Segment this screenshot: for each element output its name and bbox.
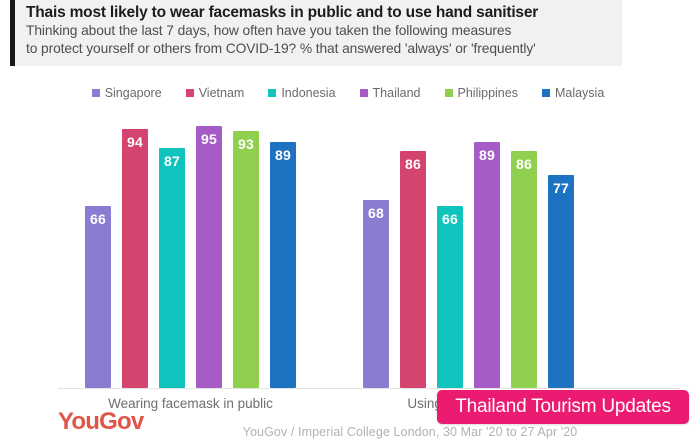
- bar-philippines-facemask: 93: [233, 131, 259, 388]
- bar-malaysia-facemask: 89: [270, 142, 296, 388]
- bar-value-label: 66: [442, 211, 458, 227]
- legend-item-malaysia: Malaysia: [541, 86, 605, 100]
- legend-label: Thailand: [372, 86, 421, 100]
- legend-swatch-malaysia: [541, 89, 550, 97]
- overlay-banner: Thailand Tourism Updates: [437, 390, 689, 424]
- legend-item-singapore: Singapore: [91, 86, 162, 100]
- legend-item-thailand: Thailand: [359, 86, 421, 100]
- bar-value-label: 87: [164, 153, 180, 169]
- bar-value-label: 94: [127, 134, 143, 150]
- chart-subtitle-line1: Thinking about the last 7 days, how ofte…: [26, 23, 512, 39]
- source-attribution: YouGov / Imperial College London, 30 Mar…: [242, 425, 578, 439]
- bar-philippines-sanitiser: 86: [511, 151, 537, 388]
- legend-item-vietnam: Vietnam: [185, 86, 245, 100]
- bar-indonesia-facemask: 87: [159, 148, 185, 388]
- chart-title: Thais most likely to wear facemasks in p…: [26, 4, 539, 21]
- chart-legend: Singapore Vietnam Indonesia Thailand Philipp…: [0, 86, 696, 100]
- bar-singapore-facemask: 66: [85, 206, 111, 388]
- chart-header: Thais most likely to wear facemasks in p…: [10, 0, 622, 66]
- legend-swatch-thailand: [359, 89, 368, 97]
- legend-swatch-philippines: [444, 89, 453, 97]
- legend-swatch-singapore: [91, 89, 100, 97]
- plot-area: 66 94 87 95 93 89 68 86 66 89 86 77: [0, 112, 696, 389]
- legend-item-philippines: Philippines: [444, 86, 518, 100]
- chart-subtitle-line2: to protect yourself or others from COVID…: [26, 41, 536, 57]
- bar-value-label: 95: [201, 131, 217, 147]
- legend-label: Indonesia: [281, 86, 336, 100]
- legend-label: Philippines: [457, 86, 518, 100]
- bar-value-label: 77: [553, 180, 569, 196]
- bar-group-using-hand-sanitiser: 68 86 66 89 86 77: [363, 142, 574, 388]
- bar-thailand-facemask: 95: [196, 126, 222, 388]
- legend-swatch-indonesia: [268, 89, 277, 97]
- bar-malaysia-sanitiser: 77: [548, 175, 574, 388]
- yougov-logo: YouGov: [58, 408, 144, 435]
- bar-value-label: 93: [238, 136, 254, 152]
- bar-vietnam-sanitiser: 86: [400, 151, 426, 388]
- bar-value-label: 66: [90, 211, 106, 227]
- bar-value-label: 86: [516, 156, 532, 172]
- legend-label: Vietnam: [198, 86, 245, 100]
- legend-item-indonesia: Indonesia: [268, 86, 336, 100]
- bar-value-label: 89: [479, 147, 495, 163]
- bar-thailand-sanitiser: 89: [474, 142, 500, 388]
- bar-value-label: 89: [275, 147, 291, 163]
- legend-label: Malaysia: [554, 86, 605, 100]
- bar-vietnam-facemask: 94: [122, 129, 148, 388]
- legend-label: Singapore: [104, 86, 162, 100]
- x-axis-line: [58, 388, 680, 389]
- category-label-wearing-facemask: Wearing facemask in public: [108, 396, 273, 411]
- bar-singapore-sanitiser: 68: [363, 200, 389, 388]
- bar-value-label: 86: [405, 156, 421, 172]
- bar-indonesia-sanitiser: 66: [437, 206, 463, 388]
- bar-value-label: 68: [368, 205, 384, 221]
- bar-group-wearing-facemask: 66 94 87 95 93 89: [85, 126, 296, 388]
- legend-swatch-vietnam: [185, 89, 194, 97]
